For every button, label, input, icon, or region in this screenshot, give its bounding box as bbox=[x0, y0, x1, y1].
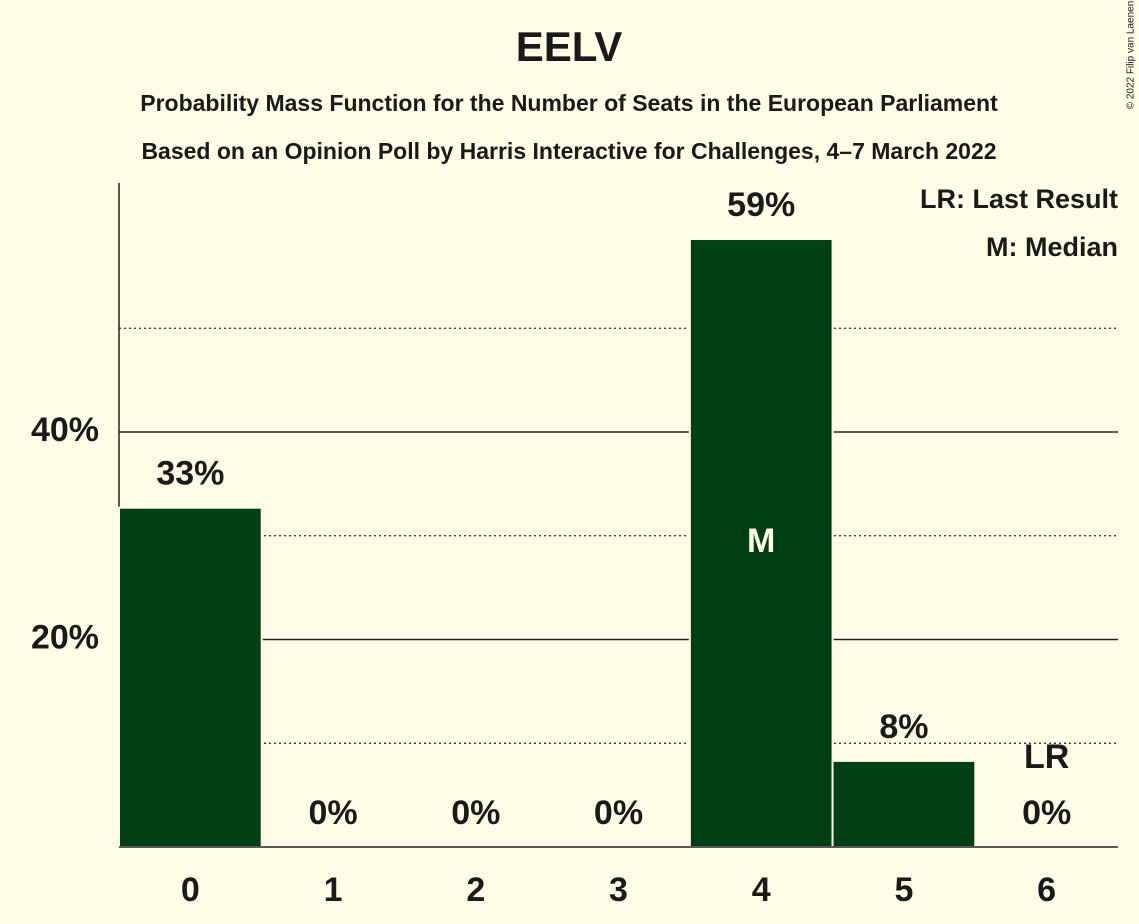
y-tick-label: 40% bbox=[31, 411, 99, 449]
x-tick-label: 3 bbox=[609, 871, 628, 909]
value-label: 33% bbox=[156, 455, 224, 493]
subtitle: Based on an Opinion Poll by Harris Inter… bbox=[141, 138, 996, 164]
value-label: 0% bbox=[1022, 794, 1071, 832]
value-label: 0% bbox=[451, 794, 500, 832]
copyright: © 2022 Filip van Laenen bbox=[1126, 1, 1137, 110]
median-label: M bbox=[747, 522, 775, 560]
chart-title: EELV bbox=[516, 23, 623, 70]
last-result-label: LR bbox=[1024, 738, 1069, 776]
x-tick-label: 4 bbox=[752, 871, 771, 909]
x-tick-label: 1 bbox=[324, 871, 343, 909]
subtitle: Probability Mass Function for the Number… bbox=[140, 90, 998, 116]
y-tick-label: 20% bbox=[31, 618, 99, 656]
bar bbox=[831, 759, 977, 849]
bar bbox=[118, 506, 263, 848]
x-tick-label: 6 bbox=[1037, 871, 1056, 909]
value-label: 0% bbox=[594, 794, 643, 832]
x-tick-label: 2 bbox=[466, 871, 485, 909]
legend-entry: LR: Last Result bbox=[920, 184, 1118, 214]
value-label: 0% bbox=[309, 794, 358, 832]
value-label: 8% bbox=[879, 708, 928, 746]
value-label: 59% bbox=[727, 186, 795, 224]
x-tick-label: 5 bbox=[894, 871, 913, 909]
legend-entry: M: Median bbox=[986, 232, 1118, 262]
x-tick-label: 0 bbox=[181, 871, 200, 909]
